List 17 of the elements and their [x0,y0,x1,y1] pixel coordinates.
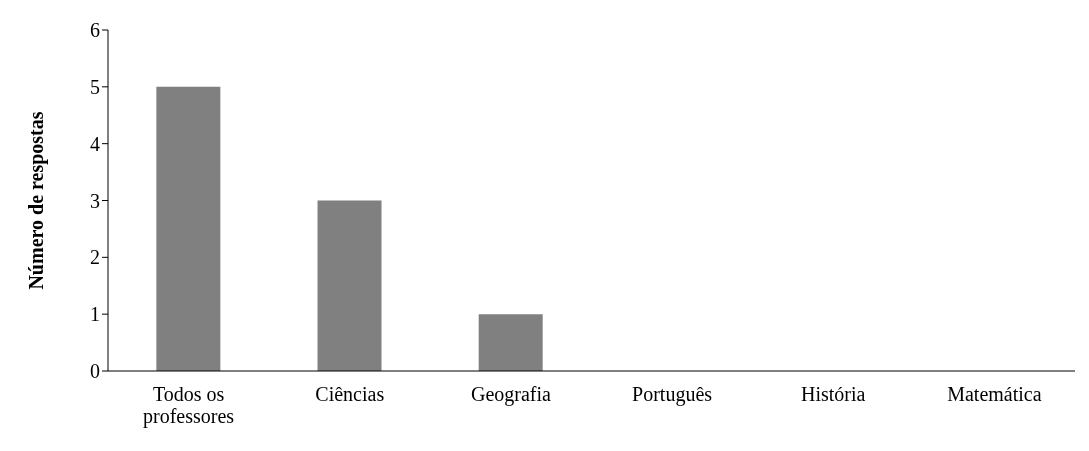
y-tick-label: 1 [90,303,100,326]
y-tick-label: 2 [90,246,100,269]
y-tick-label: 0 [90,360,100,383]
y-tick-label: 4 [90,132,100,155]
bar [156,86,221,371]
x-tick-label: Ciências [315,383,385,405]
bar [317,200,382,371]
x-tick-label: História [801,383,866,405]
y-axis-title: Número de respostas [25,111,49,290]
bar [478,314,543,371]
x-tick-label: Matemática [947,383,1042,405]
y-tick-label: 5 [90,75,100,98]
x-tick-label: Português [632,383,713,406]
x-tick-label: Geografia [470,383,552,406]
y-tick-label: 6 [90,19,100,42]
x-tick-label: Todos os professores [143,383,235,428]
y-tick-label: 3 [90,189,100,212]
